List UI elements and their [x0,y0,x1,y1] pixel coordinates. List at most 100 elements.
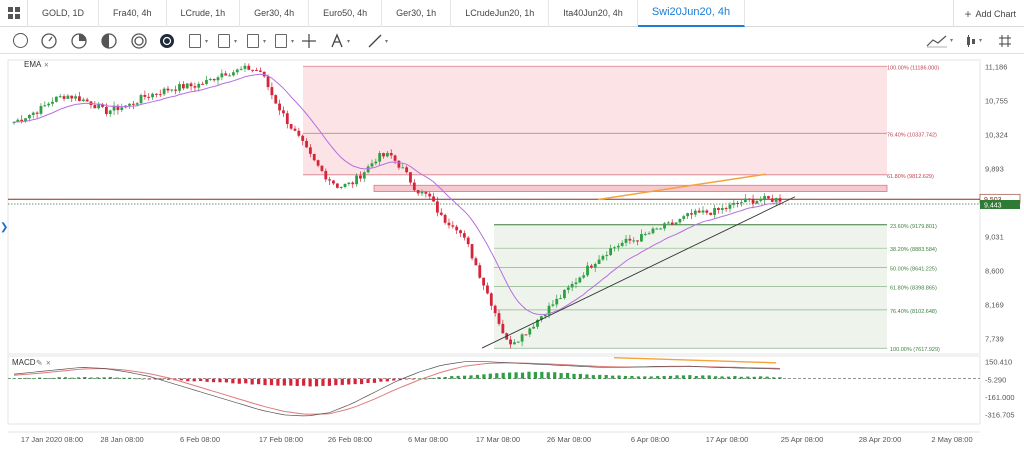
text-tool-icon[interactable]: ▾ [328,32,350,49]
hash-grid-icon[interactable] [998,32,1012,49]
candle-body [570,283,574,288]
candle-body [12,122,16,124]
price-axis-label: 11,186 [985,62,1007,71]
candle-body [755,201,759,204]
candle-body [555,298,559,305]
candle-body [705,210,709,213]
filled-circle-icon[interactable] [158,32,175,49]
macd-histogram-bar [379,378,383,382]
macd-histogram-bar [102,377,106,379]
macd-histogram-bar [205,378,209,382]
tab-lcrudejun20-1h[interactable]: LCrudeJun20, 1h [451,0,550,27]
candle-body [293,128,297,131]
price-axis-label: 9,031 [985,233,1004,242]
tab-gold-1d[interactable]: GOLD, 1D [28,0,100,27]
collapse-arrow-icon[interactable]: ❯ [0,222,9,233]
macd-line [13,361,781,417]
add-chart-button[interactable]: + Add Chart [953,0,1024,27]
price-chart[interactable]: 100.00% (11186.000) 76.40% (10337.742) 61.… [0,54,1024,456]
macd-histogram-bar [572,373,576,379]
candle-body [308,147,312,154]
tab-ita40jun20-4h[interactable]: Ita40Jun20, 4h [549,0,638,27]
candle-body [151,93,154,98]
macd-histogram-bar [244,378,248,384]
double-ring-icon[interactable] [130,32,147,49]
calendar-icon[interactable]: ▾ [186,32,208,49]
tab-ger30-4h[interactable]: Ger30, 4h [240,0,310,27]
tab-fra40-4h[interactable]: Fra40, 4h [99,0,167,27]
candle-body [767,196,770,199]
candle-body [616,245,620,248]
macd-histogram-bar [656,376,660,379]
candle-body [220,73,224,78]
macd-histogram-bar [759,376,763,379]
candle-body [563,289,566,299]
candle-body [747,198,751,200]
clock-circle-icon[interactable] [40,32,57,49]
candle-body [258,70,262,72]
macd-histogram-bar [707,375,711,379]
candle-body [432,196,435,202]
ring-circle-icon[interactable] [70,32,87,49]
ema-remove-icon: × [44,61,49,70]
candle-body [578,277,582,283]
macd-histogram-bar [643,376,647,379]
macd-histogram-bar [83,376,87,379]
macd-histogram-bar [456,375,460,379]
indicator-lines-icon[interactable]: ▾ [926,32,953,49]
resistance-trend-line [597,173,767,201]
macd-histogram-bar [314,378,319,387]
candle-body [428,193,432,197]
tab-swi20jun20-4h[interactable]: Swi20Jun20, 4h [637,0,746,27]
tab-euro50-4h[interactable]: Euro50, 4h [309,0,383,27]
candle-body [162,88,166,95]
candle-body [239,68,243,70]
calendar-icon[interactable]: ▾ [272,32,294,49]
fib-lower-level-label: 38.20% (8883.584) [890,247,937,253]
macd-histogram-bar [720,376,724,379]
chart-tab-bar: GOLD, 1D Fra40, 4h LCrude, 1h Ger30, 4h … [0,0,1024,27]
macd-histogram-bar [611,375,615,379]
macd-histogram-bar [726,376,731,379]
time-axis-label: 26 Feb 08:00 [328,435,372,444]
layout-grid-button[interactable] [0,0,28,27]
candle-body [536,319,539,327]
macd-histogram-bar [746,376,750,379]
candle-body [717,208,720,210]
candle-body [697,210,701,213]
line-tool-icon[interactable]: ▾ [366,32,388,49]
candle-body [666,222,670,224]
macd-histogram-bar [533,371,537,379]
candle-body [93,105,97,109]
candle-body [104,106,108,115]
candle-body [589,265,593,268]
tab-lcrude-1h[interactable]: LCrude, 1h [167,0,241,27]
macd-histogram-bar [321,378,325,386]
candle-body [451,225,455,227]
fib-lower-level-label: 50.00% (8641.225) [890,266,937,272]
candle-body [255,69,258,71]
macd-histogram-bar [617,375,621,379]
macd-histogram-bar [347,378,351,385]
cursor-circle-icon[interactable] [12,32,29,49]
fib-upper-level-label: 61.80% (9812.629) [887,174,934,180]
macd-histogram-bar [57,377,61,379]
candle-body [58,96,62,98]
macd-histogram-bar [353,378,357,385]
calendar-icon[interactable]: ▾ [215,32,237,49]
calendar-icon[interactable]: ▾ [244,32,266,49]
time-axis-label: 17 Mar 08:00 [476,435,520,444]
half-circle-icon[interactable] [100,32,117,49]
candle-body [439,212,443,215]
tab-ger30-1h[interactable]: Ger30, 1h [382,0,452,27]
macd-histogram-bar [578,373,583,379]
macd-histogram-bar [714,376,718,379]
candle-body [774,198,778,202]
time-axis-label: 6 Feb 08:00 [180,435,220,444]
candle-body [189,83,193,87]
macd-histogram-bar [108,377,113,379]
crosshair-icon[interactable] [300,32,317,49]
candle-type-icon[interactable]: ▾ [965,32,982,49]
macd-histogram-bar [359,378,364,385]
